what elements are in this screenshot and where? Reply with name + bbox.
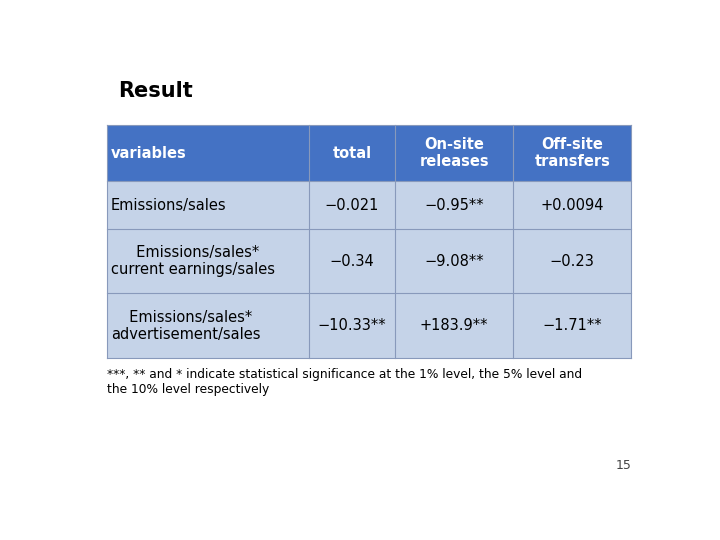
Text: −9.08**: −9.08**: [424, 254, 484, 269]
Text: −0.95**: −0.95**: [424, 198, 484, 213]
Text: 15: 15: [616, 460, 631, 472]
Text: Emissions/sales: Emissions/sales: [111, 198, 227, 213]
Text: −0.23: −0.23: [550, 254, 595, 269]
Text: On-site
releases: On-site releases: [420, 137, 489, 170]
Text: Off-site
transfers: Off-site transfers: [534, 137, 610, 170]
Text: −0.021: −0.021: [325, 198, 379, 213]
Text: −10.33**: −10.33**: [318, 318, 386, 333]
Text: Result: Result: [118, 82, 193, 102]
FancyBboxPatch shape: [107, 294, 631, 358]
Text: −0.34: −0.34: [330, 254, 374, 269]
Text: −1.71**: −1.71**: [542, 318, 602, 333]
Text: variables: variables: [111, 146, 186, 161]
FancyBboxPatch shape: [107, 181, 631, 229]
Text: total: total: [333, 146, 372, 161]
Text: ***, ** and * indicate statistical significance at the 1% level, the 5% level an: ***, ** and * indicate statistical signi…: [107, 368, 582, 396]
FancyBboxPatch shape: [107, 229, 631, 294]
Text: Emissions/sales*
advertisement/sales: Emissions/sales* advertisement/sales: [111, 309, 261, 342]
Text: +183.9**: +183.9**: [420, 318, 488, 333]
FancyBboxPatch shape: [107, 125, 631, 181]
Text: Emissions/sales*
current earnings/sales: Emissions/sales* current earnings/sales: [111, 245, 275, 278]
Text: +0.0094: +0.0094: [541, 198, 604, 213]
